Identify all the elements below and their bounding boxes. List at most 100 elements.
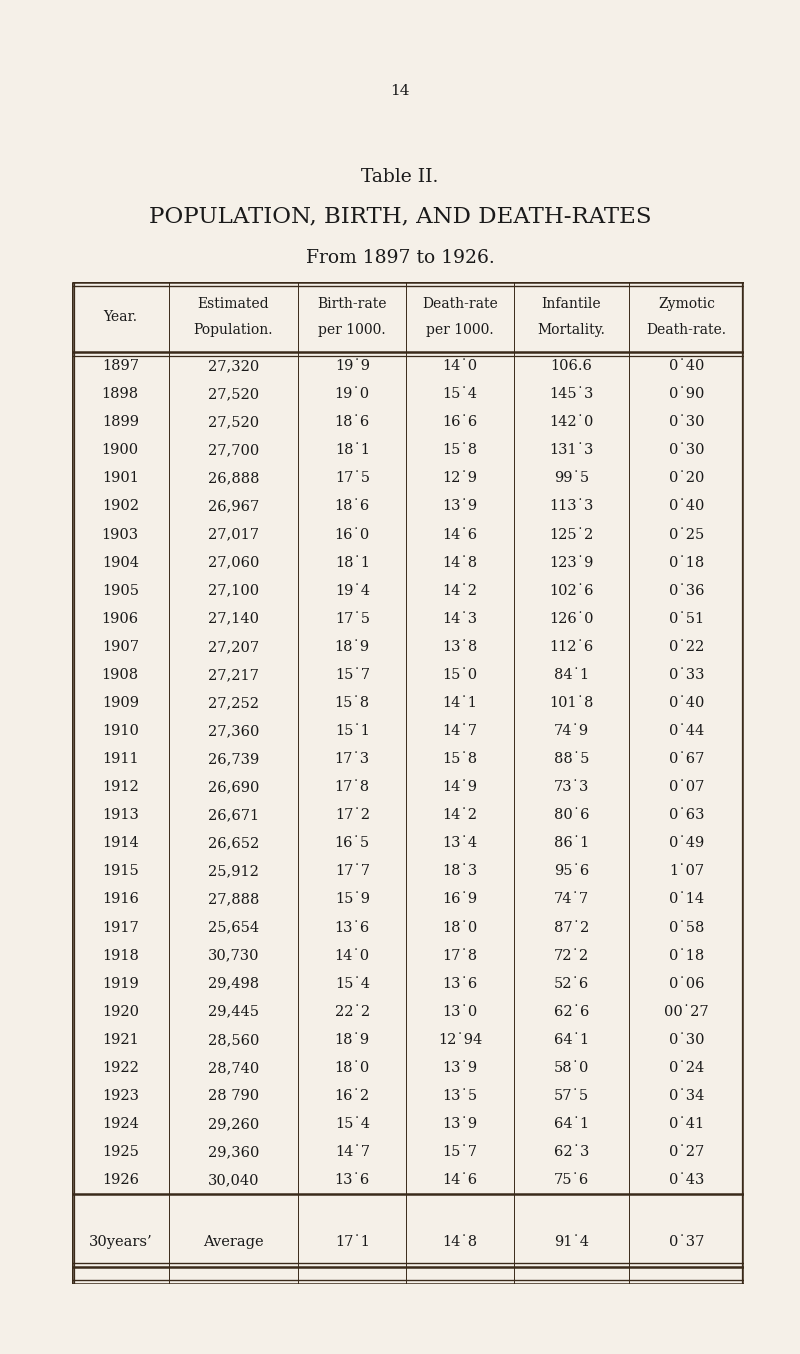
Text: 17˙2: 17˙2 (335, 808, 370, 822)
Text: 112˙6: 112˙6 (550, 640, 594, 654)
Text: 18˙1: 18˙1 (335, 443, 370, 458)
Text: 145˙3: 145˙3 (549, 387, 594, 401)
Text: 1912: 1912 (102, 780, 138, 795)
Text: 73˙3: 73˙3 (554, 780, 589, 795)
Text: 17˙8: 17˙8 (334, 780, 370, 795)
Text: 15˙4: 15˙4 (335, 976, 370, 991)
Text: 1923: 1923 (102, 1089, 138, 1104)
Text: 125˙2: 125˙2 (550, 528, 594, 542)
Text: 14: 14 (390, 84, 410, 97)
Text: 1899: 1899 (102, 416, 138, 429)
Text: 27,207: 27,207 (208, 640, 259, 654)
Text: 84˙1: 84˙1 (554, 668, 589, 682)
Text: 15˙7: 15˙7 (335, 668, 370, 682)
Text: 1921: 1921 (102, 1033, 138, 1047)
Text: 1897: 1897 (102, 359, 138, 374)
Text: Infantile: Infantile (542, 297, 601, 311)
Text: 18˙6: 18˙6 (334, 500, 370, 513)
Text: Estimated: Estimated (198, 297, 270, 311)
Text: 0˙63: 0˙63 (669, 808, 704, 822)
Text: 1910: 1910 (102, 724, 138, 738)
Text: 30years’: 30years’ (89, 1235, 152, 1248)
Text: 99˙5: 99˙5 (554, 471, 589, 485)
Text: Population.: Population. (194, 322, 274, 337)
Text: 14˙7: 14˙7 (442, 724, 478, 738)
Text: 1900: 1900 (102, 443, 139, 458)
Text: 29,360: 29,360 (208, 1145, 259, 1159)
Text: 1922: 1922 (102, 1062, 138, 1075)
Text: 15˙7: 15˙7 (442, 1145, 478, 1159)
Text: 0˙18: 0˙18 (669, 555, 704, 570)
Text: 1907: 1907 (102, 640, 138, 654)
Text: Death-rate.: Death-rate. (646, 322, 726, 337)
Text: 27,017: 27,017 (208, 528, 259, 542)
Text: 15˙4: 15˙4 (442, 387, 478, 401)
Text: 14˙1: 14˙1 (442, 696, 478, 709)
Text: 29,498: 29,498 (208, 976, 259, 991)
Text: 27,217: 27,217 (208, 668, 259, 682)
Text: 52˙6: 52˙6 (554, 976, 589, 991)
Text: 0˙27: 0˙27 (669, 1145, 704, 1159)
Text: 15˙9: 15˙9 (335, 892, 370, 906)
Text: 29,445: 29,445 (208, 1005, 259, 1018)
Text: 13˙6: 13˙6 (334, 921, 370, 934)
Text: 62˙3: 62˙3 (554, 1145, 589, 1159)
Text: 14˙9: 14˙9 (442, 780, 478, 795)
Text: 1915: 1915 (102, 864, 138, 879)
Text: 142˙0: 142˙0 (549, 416, 594, 429)
Text: 22˙2: 22˙2 (334, 1005, 370, 1018)
Text: 26,671: 26,671 (208, 808, 259, 822)
Text: 15˙4: 15˙4 (335, 1117, 370, 1131)
Text: 17˙3: 17˙3 (334, 751, 370, 766)
Text: 1916: 1916 (102, 892, 138, 906)
Text: 0˙90: 0˙90 (669, 387, 704, 401)
Text: 15˙8: 15˙8 (442, 751, 478, 766)
Text: 18˙1: 18˙1 (335, 555, 370, 570)
Text: 95˙6: 95˙6 (554, 864, 589, 879)
Text: 102˙6: 102˙6 (549, 584, 594, 597)
Text: 14˙3: 14˙3 (442, 612, 478, 626)
Text: 0˙67: 0˙67 (669, 751, 704, 766)
Text: Mortality.: Mortality. (538, 322, 606, 337)
Text: 1901: 1901 (102, 471, 138, 485)
Text: 1898: 1898 (102, 387, 139, 401)
Text: 27,888: 27,888 (208, 892, 259, 906)
Text: 1914: 1914 (102, 837, 138, 850)
Text: 28,740: 28,740 (208, 1062, 259, 1075)
Text: 00˙27: 00˙27 (664, 1005, 709, 1018)
Text: 14˙2: 14˙2 (442, 584, 478, 597)
Text: 0˙43: 0˙43 (669, 1173, 704, 1187)
Text: 1909: 1909 (102, 696, 138, 709)
Text: 1908: 1908 (102, 668, 139, 682)
Text: 0˙22: 0˙22 (669, 640, 704, 654)
Text: Average: Average (203, 1235, 264, 1248)
Text: 27,060: 27,060 (208, 555, 259, 570)
Text: 12˙9: 12˙9 (442, 471, 478, 485)
Text: 131˙3: 131˙3 (549, 443, 594, 458)
Text: 18˙3: 18˙3 (442, 864, 478, 879)
Text: 12˙94: 12˙94 (438, 1033, 482, 1047)
Text: 26,652: 26,652 (208, 837, 259, 850)
Text: 16˙0: 16˙0 (334, 528, 370, 542)
Text: 0˙44: 0˙44 (669, 724, 704, 738)
Text: 13˙5: 13˙5 (442, 1089, 478, 1104)
Text: 1920: 1920 (102, 1005, 138, 1018)
Text: 27,520: 27,520 (208, 416, 259, 429)
Text: 19˙9: 19˙9 (335, 359, 370, 374)
Text: 0˙30: 0˙30 (669, 443, 704, 458)
Text: 0˙41: 0˙41 (669, 1117, 704, 1131)
Text: 57˙5: 57˙5 (554, 1089, 589, 1104)
Text: 0˙33: 0˙33 (669, 668, 704, 682)
Text: Zymotic: Zymotic (658, 297, 715, 311)
Text: 17˙1: 17˙1 (335, 1235, 370, 1248)
Text: 14˙6: 14˙6 (442, 1173, 478, 1187)
Text: 14˙8: 14˙8 (442, 1235, 478, 1248)
Text: 1903: 1903 (102, 528, 139, 542)
Text: 0˙34: 0˙34 (669, 1089, 704, 1104)
Text: 30,730: 30,730 (208, 949, 259, 963)
Text: 123˙9: 123˙9 (549, 555, 594, 570)
Text: Death-rate: Death-rate (422, 297, 498, 311)
Text: 62˙6: 62˙6 (554, 1005, 589, 1018)
Text: 27,140: 27,140 (208, 612, 259, 626)
Text: 17˙5: 17˙5 (335, 612, 370, 626)
